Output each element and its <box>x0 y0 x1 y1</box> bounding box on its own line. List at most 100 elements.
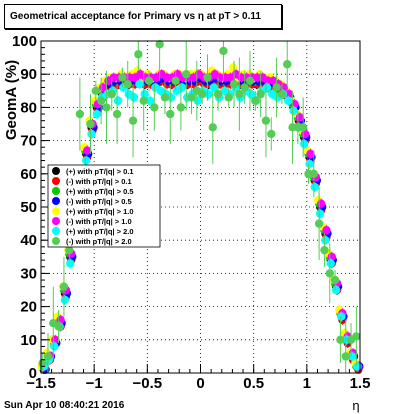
data-point <box>262 83 272 92</box>
data-point <box>326 259 335 268</box>
data-point <box>298 123 308 132</box>
data-point <box>75 109 85 119</box>
data-point <box>123 79 132 89</box>
y-tick-label: 100 <box>12 33 37 50</box>
data-point <box>315 209 325 218</box>
data-point <box>102 103 111 112</box>
y-tick-label: 30 <box>20 265 37 282</box>
data-point <box>112 109 122 119</box>
data-point <box>267 129 276 139</box>
data-point <box>204 89 213 99</box>
legend-label: (+) with pT/|q| > 1.0 <box>66 207 134 216</box>
data-point <box>81 156 91 165</box>
series-layer <box>37 40 364 374</box>
legend-marker <box>52 207 60 215</box>
data-point <box>246 89 256 99</box>
x-tick-label: −1 <box>86 375 103 392</box>
data-point <box>235 89 244 99</box>
data-point <box>128 116 138 125</box>
data-point <box>337 312 346 321</box>
legend-marker <box>52 187 60 195</box>
data-point <box>144 76 154 86</box>
data-point <box>135 79 144 89</box>
data-point <box>330 275 340 285</box>
y-tick-label: 20 <box>20 299 37 316</box>
x-axis-label: η <box>352 398 359 413</box>
data-point <box>177 83 187 92</box>
data-point <box>107 89 116 99</box>
data-point <box>60 295 70 305</box>
legend-label: (+) with pT/|q| > 0.5 <box>66 187 134 196</box>
y-tick-label: 0 <box>29 365 37 382</box>
legend-marker <box>52 227 60 235</box>
x-tick-label: 0 <box>196 375 204 392</box>
data-point <box>129 93 139 102</box>
data-point <box>187 93 196 102</box>
legend-marker <box>52 177 60 185</box>
y-tick-label: 80 <box>20 99 37 116</box>
y-tick-label: 70 <box>20 133 37 150</box>
data-point <box>59 282 69 291</box>
data-point <box>299 139 309 149</box>
data-point <box>193 96 203 105</box>
data-point <box>43 352 53 361</box>
data-point <box>182 70 191 79</box>
y-tick-label: 50 <box>20 199 37 216</box>
y-tick-label: 10 <box>20 332 37 349</box>
y-tick-label: 60 <box>20 166 37 183</box>
data-point <box>305 159 314 169</box>
data-point <box>331 285 341 295</box>
data-point <box>336 335 345 344</box>
data-point <box>285 89 294 99</box>
data-point <box>347 352 357 361</box>
data-point <box>283 60 292 69</box>
data-point <box>208 123 217 132</box>
data-point <box>65 245 74 255</box>
x-tick-label: −0.5 <box>133 375 163 392</box>
data-point <box>166 109 175 119</box>
data-point <box>261 116 271 125</box>
legend-box <box>47 164 161 248</box>
grid-lines <box>41 41 360 373</box>
x-tick-label: 1 <box>303 375 311 392</box>
legend-marker <box>52 217 60 225</box>
y-tick-label: 40 <box>20 232 37 249</box>
data-point <box>203 73 212 82</box>
data-point <box>96 96 106 105</box>
legend-label: (-) with pT/|q| > 2.0 <box>66 237 132 246</box>
data-point <box>228 63 238 72</box>
data-point <box>251 96 260 105</box>
data-point <box>245 76 255 86</box>
data-point <box>321 236 330 245</box>
data-point <box>314 219 324 228</box>
y-axis-label: GeomA (%) <box>3 60 20 140</box>
data-point <box>139 96 148 105</box>
data-point <box>320 245 329 255</box>
data-point <box>224 93 233 102</box>
legend-label: (-) with pT/|q| > 0.1 <box>66 177 132 186</box>
data-point <box>229 79 239 89</box>
data-point <box>86 119 95 129</box>
legend-label: (+) with pT/|q| > 0.1 <box>66 167 134 176</box>
y-tick-label: 90 <box>20 66 37 83</box>
data-point <box>309 169 319 178</box>
data-point <box>140 89 149 99</box>
legend-label: (-) with pT/|q| > 1.0 <box>66 217 132 226</box>
data-point <box>240 83 249 92</box>
legend: (+) with pT/|q| > 0.1(-) with pT/|q| > 0… <box>47 164 161 248</box>
data-point <box>160 93 170 102</box>
axes: −1.5 −1 −0.5 0 0.5 1 1.5 0 10 20 30 40 50 60 70 80 90 100 <box>12 33 370 392</box>
data-point <box>91 86 101 96</box>
data-point <box>118 73 127 82</box>
data-point <box>82 146 92 155</box>
legend-label: (+) with pT/|q| > 2.0 <box>66 227 134 236</box>
data-point <box>150 103 159 112</box>
data-point <box>306 149 315 159</box>
data-point <box>155 40 164 49</box>
data-point <box>92 109 102 119</box>
data-point <box>277 89 287 99</box>
chart-title: Geometrical acceptance for Primary vs η … <box>4 4 282 29</box>
data-point <box>213 89 223 99</box>
